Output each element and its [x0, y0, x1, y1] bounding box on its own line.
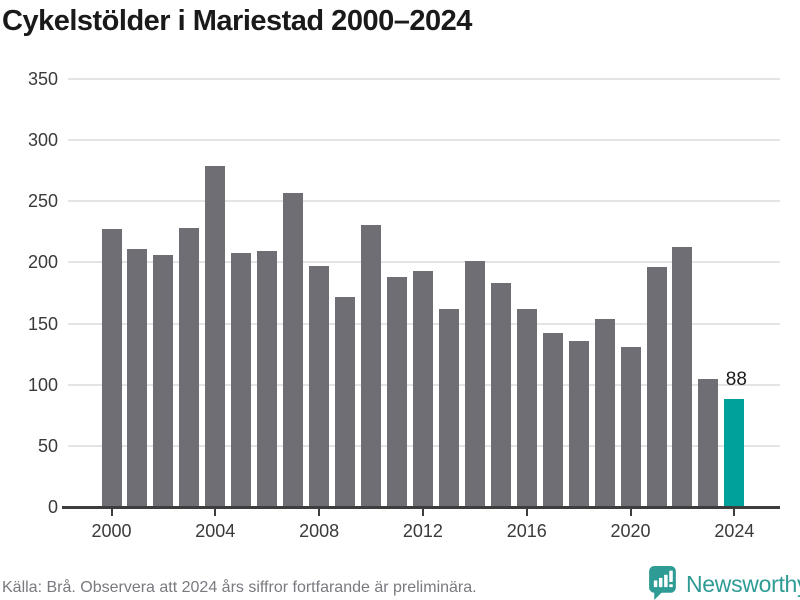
- x-axis-line: [62, 505, 780, 509]
- gridline-350: [68, 78, 780, 80]
- gridline-200: [68, 261, 780, 264]
- y-axis-label-300: 300: [27, 130, 58, 151]
- chart-bubble-icon: [648, 565, 679, 600]
- x-tick-2016: [525, 508, 528, 516]
- x-tick-2024: [733, 508, 736, 516]
- bar-2008: [309, 266, 330, 507]
- y-axis-label-100: 100: [27, 374, 58, 395]
- bar-2007: [283, 192, 304, 507]
- source-note: Källa: Brå. Observera att 2024 års siffr…: [2, 579, 477, 596]
- bar-2021: [646, 267, 667, 507]
- y-axis-label-250: 250: [27, 191, 58, 212]
- bar-2022: [672, 246, 693, 507]
- x-axis-label-2012: 2012: [402, 521, 443, 541]
- y-axis-label-350: 350: [27, 69, 58, 89]
- bar-2024: [724, 399, 745, 507]
- x-tick-2008: [318, 508, 321, 516]
- y-axis-label-50: 50: [37, 435, 58, 456]
- bar-2011: [386, 277, 407, 507]
- x-axis-label-2000: 2000: [91, 521, 132, 541]
- x-axis-label-2020: 2020: [610, 521, 651, 541]
- newsworthy-logo: Newsworthy: [648, 565, 800, 600]
- bar-2013: [438, 308, 459, 507]
- bar-2019: [594, 318, 615, 507]
- gridline-250: [68, 200, 780, 203]
- page-title: Cykelstölder i Mariestad 2000–2024: [2, 5, 472, 37]
- bar-2001: [127, 248, 148, 507]
- gridline-300: [68, 139, 780, 142]
- bar-2003: [179, 228, 200, 507]
- bar-2015: [490, 283, 511, 507]
- bar-2014: [464, 261, 485, 507]
- x-axis-label-2016: 2016: [506, 521, 547, 541]
- y-axis-label-0: 0: [47, 497, 58, 517]
- bar-2006: [257, 251, 278, 507]
- newsworthy-logo-text: Newsworthy: [686, 571, 800, 597]
- x-tick-2004: [214, 508, 217, 516]
- bar-2020: [620, 346, 641, 507]
- bar-2002: [153, 255, 174, 507]
- bar-2000: [101, 229, 122, 507]
- bar-value-label: 88: [725, 369, 747, 391]
- bar-2010: [361, 224, 382, 507]
- x-tick-2012: [421, 508, 424, 516]
- x-axis-label-2004: 2004: [195, 521, 236, 541]
- y-axis-label-200: 200: [27, 252, 58, 273]
- y-axis-label-150: 150: [27, 313, 58, 334]
- bar-2009: [335, 296, 356, 507]
- bar-2004: [205, 165, 226, 507]
- x-tick-2000: [110, 508, 113, 516]
- bar-2016: [516, 308, 537, 507]
- x-axis-label-2008: 2008: [299, 521, 340, 541]
- bar-2012: [412, 270, 433, 507]
- bar-2005: [231, 252, 252, 507]
- x-tick-2020: [629, 508, 632, 516]
- bar-2017: [542, 333, 563, 507]
- bar-2018: [568, 340, 589, 507]
- x-axis-label-2024: 2024: [714, 521, 755, 541]
- bar-2023: [698, 378, 719, 507]
